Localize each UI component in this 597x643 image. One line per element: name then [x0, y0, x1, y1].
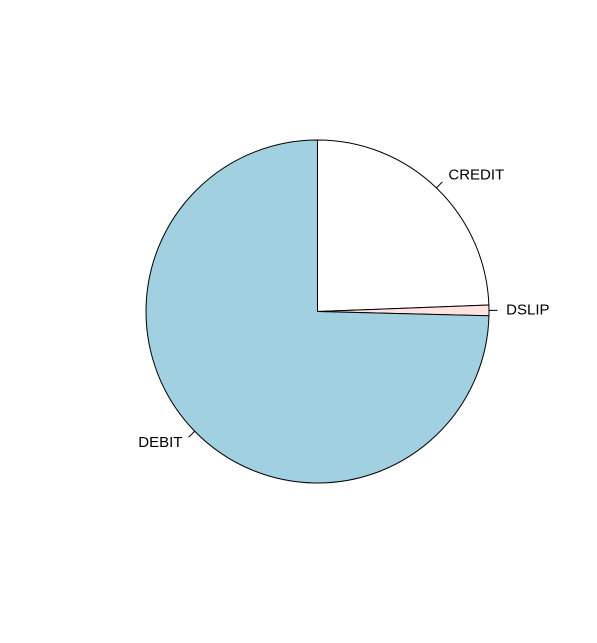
pie-label-credit: CREDIT	[448, 167, 504, 184]
pie-leader-debit	[188, 430, 196, 438]
pie-label-dslip: DSLIP	[506, 301, 549, 318]
pie-labels: CREDIT DSLIP DEBIT	[138, 167, 549, 452]
pie-leader-lines	[188, 181, 498, 438]
pie-leader-credit	[436, 181, 443, 189]
pie-slice-debit	[145, 139, 490, 484]
pie-slices	[145, 139, 490, 484]
pie-slice-credit	[317, 139, 490, 313]
pie-label-debit: DEBIT	[138, 434, 182, 451]
